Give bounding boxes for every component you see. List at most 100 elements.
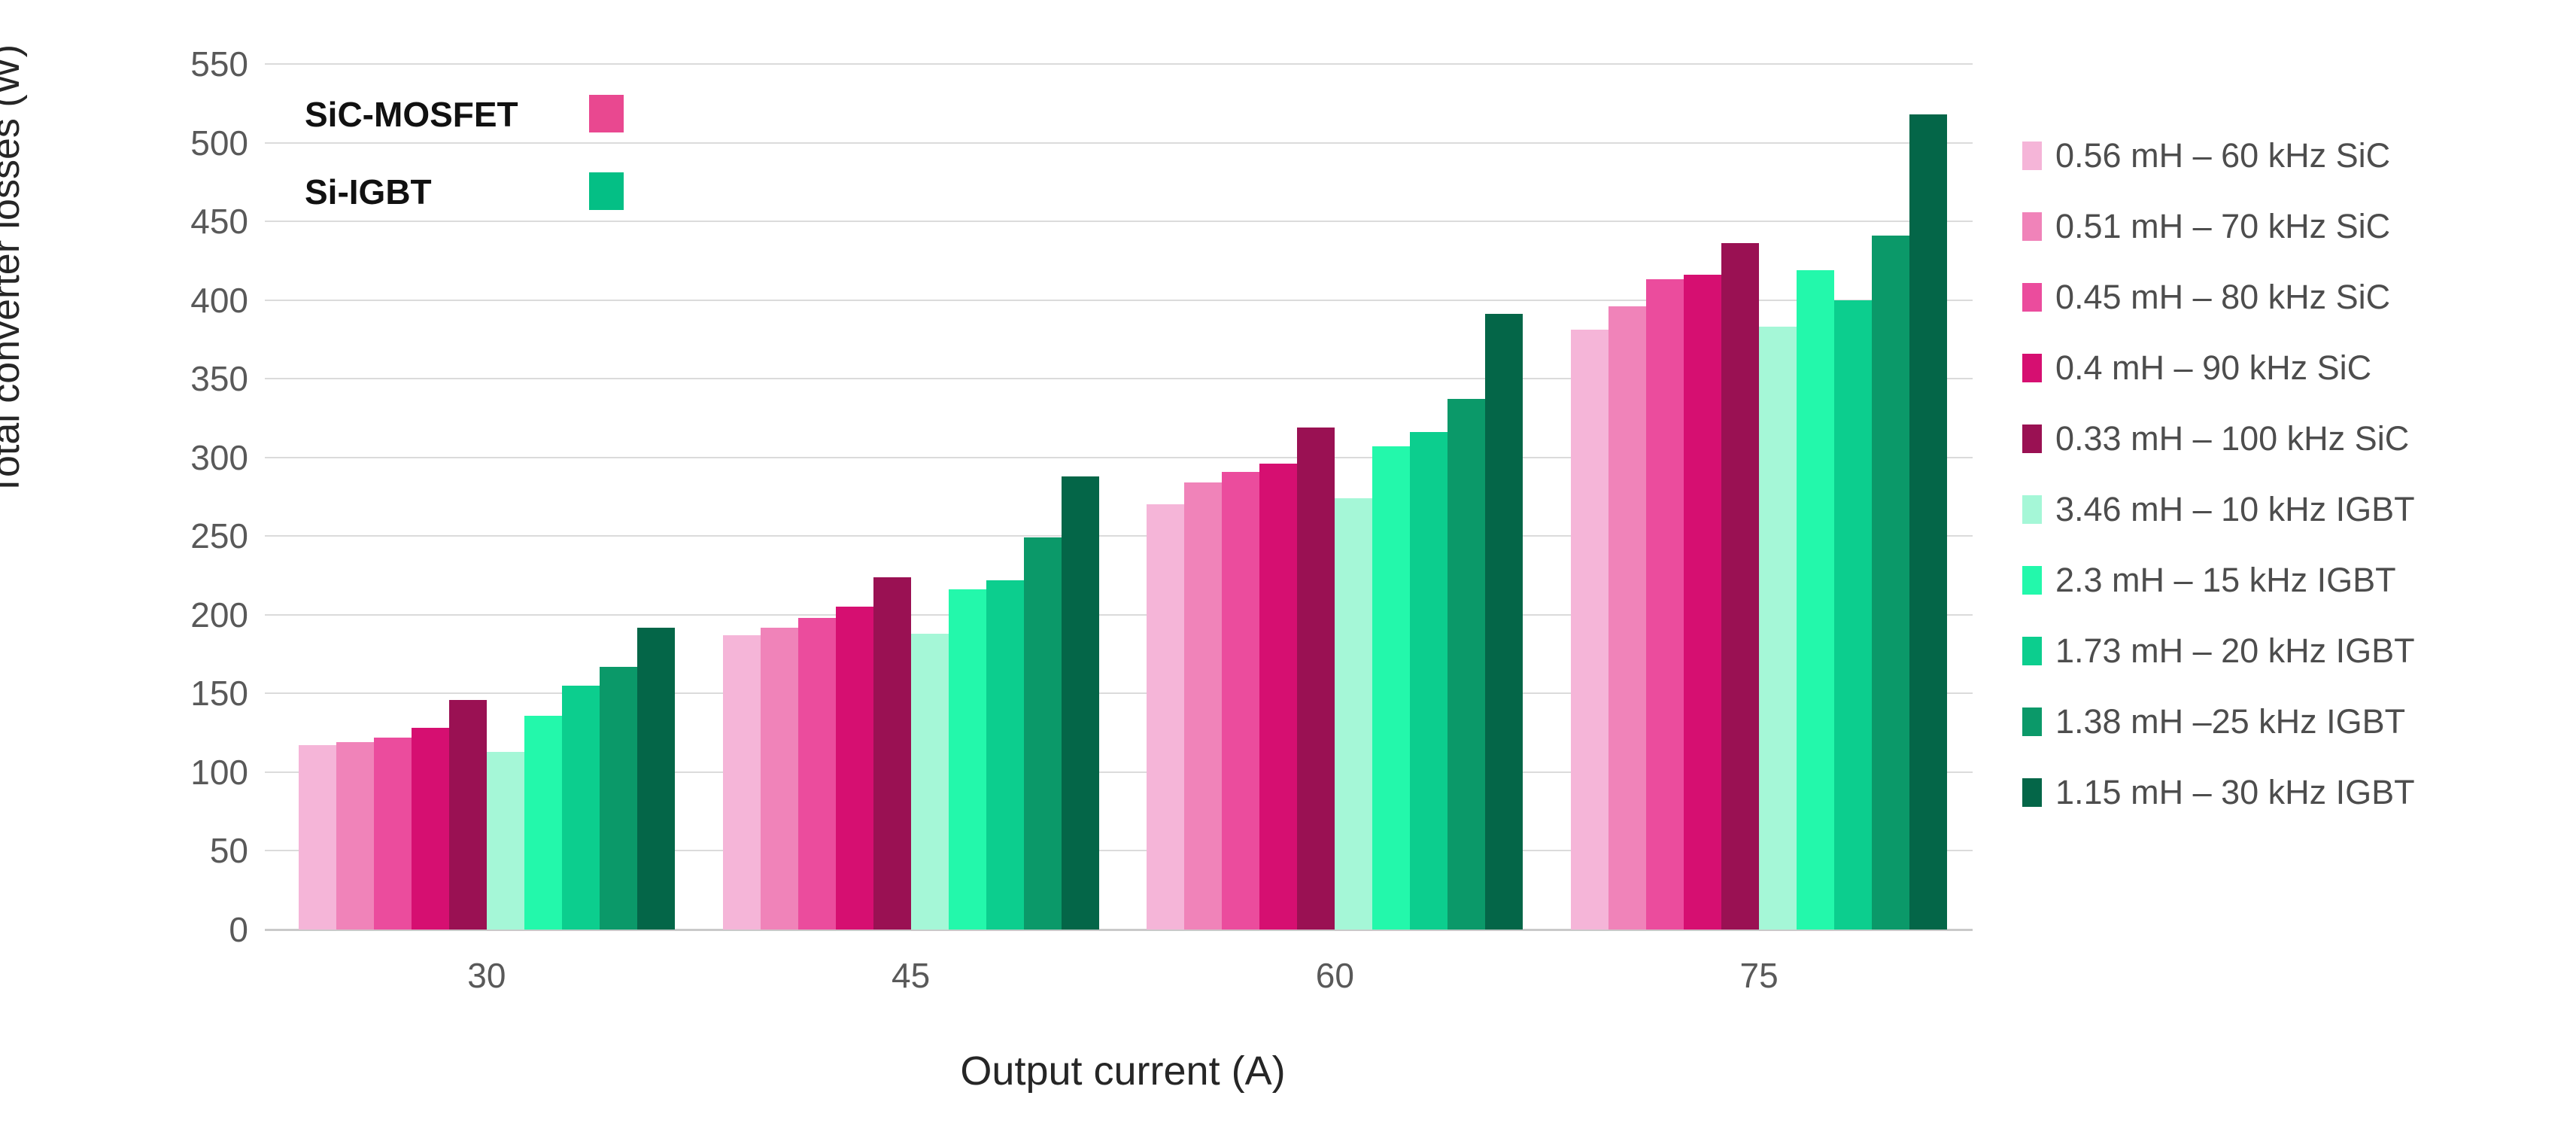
bar-45A-series-7 xyxy=(948,589,986,930)
gridline xyxy=(265,613,1973,616)
legend-item: 0.56 mH – 60 kHz SiC xyxy=(2022,135,2390,177)
gridline xyxy=(265,771,1973,773)
legend-label: 0.51 mH – 70 kHz SiC xyxy=(2055,207,2391,245)
legend-item: 2.3 mH – 15 kHz IGBT xyxy=(2022,559,2396,601)
bar-45A-series-8 xyxy=(986,580,1024,930)
bar-60A-series-5 xyxy=(1297,428,1335,930)
gridline xyxy=(265,63,1973,65)
bar-75A-series-3 xyxy=(1646,279,1684,930)
bar-30A-series-3 xyxy=(373,737,412,930)
bar-45A-series-9 xyxy=(1023,537,1062,930)
gridline xyxy=(265,221,1973,223)
y-tick-label: 0 xyxy=(229,910,248,949)
y-tick-label: 300 xyxy=(190,437,248,477)
bar-75A-series-8 xyxy=(1834,300,1873,930)
bar-60A-series-4 xyxy=(1259,464,1298,930)
x-tick-label: 75 xyxy=(1739,956,1779,995)
bar-60A-series-8 xyxy=(1410,432,1448,930)
bar-60A-series-3 xyxy=(1222,471,1260,930)
y-tick-label: 450 xyxy=(190,202,248,242)
legend-swatch xyxy=(2022,566,2042,595)
legend-label: 0.33 mH – 100 kHz SiC xyxy=(2055,419,2410,458)
bar-45A-series-2 xyxy=(760,627,798,930)
bar-30A-series-7 xyxy=(524,715,562,930)
bar-30A-series-10 xyxy=(636,627,675,930)
bar-60A-series-9 xyxy=(1447,399,1486,930)
y-tick-label: 150 xyxy=(190,674,248,714)
legend-item: 1.38 mH –25 kHz IGBT xyxy=(2022,701,2405,743)
bar-30A-series-4 xyxy=(411,728,449,930)
y-tick-label: 250 xyxy=(190,516,248,556)
legend-label: 0.4 mH – 90 kHz SiC xyxy=(2055,348,2372,387)
y-tick-label: 200 xyxy=(190,595,248,634)
gridline xyxy=(265,142,1973,144)
legend-label: 1.73 mH – 20 kHz IGBT xyxy=(2055,631,2415,670)
legend-item: 0.33 mH – 100 kHz SiC xyxy=(2022,418,2409,460)
bar-30A-series-6 xyxy=(486,751,524,930)
legend-label: 3.46 mH – 10 kHz IGBT xyxy=(2055,490,2415,528)
bar-60A-series-7 xyxy=(1372,446,1411,930)
device-legend-label: SiC-MOSFET xyxy=(305,95,518,134)
legend-label: 1.38 mH –25 kHz IGBT xyxy=(2055,702,2406,741)
gridline xyxy=(265,378,1973,380)
legend-swatch xyxy=(2022,424,2042,453)
bar-75A-series-5 xyxy=(1721,243,1760,930)
legend-label: 2.3 mH – 15 kHz IGBT xyxy=(2055,561,2396,599)
bar-75A-series-6 xyxy=(1759,327,1797,930)
gridline xyxy=(265,850,1973,852)
y-tick-label: 550 xyxy=(190,44,248,84)
gridline xyxy=(265,535,1973,537)
device-legend-label: Si-IGBT xyxy=(305,172,432,211)
bar-30A-series-5 xyxy=(448,699,487,930)
legend-item: 0.45 mH – 80 kHz SiC xyxy=(2022,276,2390,318)
y-tick-label: 100 xyxy=(190,752,248,792)
legend-label: 0.45 mH – 80 kHz SiC xyxy=(2055,278,2391,316)
bar-75A-series-1 xyxy=(1571,330,1609,930)
gridline xyxy=(265,299,1973,301)
legend-label: 0.56 mH – 60 kHz SiC xyxy=(2055,136,2391,175)
y-axis-title: Total converter losses (W) xyxy=(0,44,28,497)
bar-75A-series-7 xyxy=(1797,269,1835,930)
legend-label: 1.15 mH – 30 kHz IGBT xyxy=(2055,773,2415,811)
x-tick-label: 45 xyxy=(892,956,931,995)
legend-swatch xyxy=(2022,212,2042,241)
gridline xyxy=(265,456,1973,458)
x-tick-label: 60 xyxy=(1315,956,1354,995)
legend-swatch xyxy=(2022,495,2042,524)
gridline xyxy=(265,692,1973,695)
bar-75A-series-9 xyxy=(1872,235,1910,930)
bar-60A-series-1 xyxy=(1147,504,1185,930)
bar-75A-series-2 xyxy=(1608,306,1647,930)
x-tick-label: 30 xyxy=(467,956,506,995)
x-axis-title: Output current (A) xyxy=(960,1048,1286,1094)
legend-item: 1.73 mH – 20 kHz IGBT xyxy=(2022,630,2415,672)
bar-30A-series-8 xyxy=(561,685,600,930)
legend-item: 3.46 mH – 10 kHz IGBT xyxy=(2022,488,2415,531)
legend-swatch xyxy=(2022,637,2042,665)
y-tick-label: 350 xyxy=(190,359,248,399)
bar-30A-series-1 xyxy=(298,745,336,930)
legend-item: 0.51 mH – 70 kHz SiC xyxy=(2022,205,2390,248)
device-legend-swatch xyxy=(589,95,624,132)
bar-75A-series-4 xyxy=(1684,275,1722,930)
bar-45A-series-1 xyxy=(722,635,761,930)
legend-swatch xyxy=(2022,283,2042,312)
bar-75A-series-10 xyxy=(1909,114,1948,930)
bar-45A-series-10 xyxy=(1061,476,1099,930)
legend-swatch xyxy=(2022,708,2042,736)
bar-60A-series-2 xyxy=(1184,482,1223,930)
bar-60A-series-6 xyxy=(1335,498,1373,930)
legend-item: 0.4 mH – 90 kHz SiC xyxy=(2022,347,2371,389)
y-tick-label: 50 xyxy=(209,831,248,871)
bar-45A-series-4 xyxy=(835,607,873,930)
bar-30A-series-9 xyxy=(599,666,637,930)
bar-60A-series-10 xyxy=(1485,314,1523,930)
x-axis-line xyxy=(265,929,1973,931)
y-tick-label: 400 xyxy=(190,280,248,320)
legend-swatch xyxy=(2022,142,2042,170)
legend-swatch xyxy=(2022,778,2042,807)
bar-30A-series-2 xyxy=(336,742,374,930)
legend-item: 1.15 mH – 30 kHz IGBT xyxy=(2022,771,2415,814)
bar-45A-series-6 xyxy=(910,633,949,930)
